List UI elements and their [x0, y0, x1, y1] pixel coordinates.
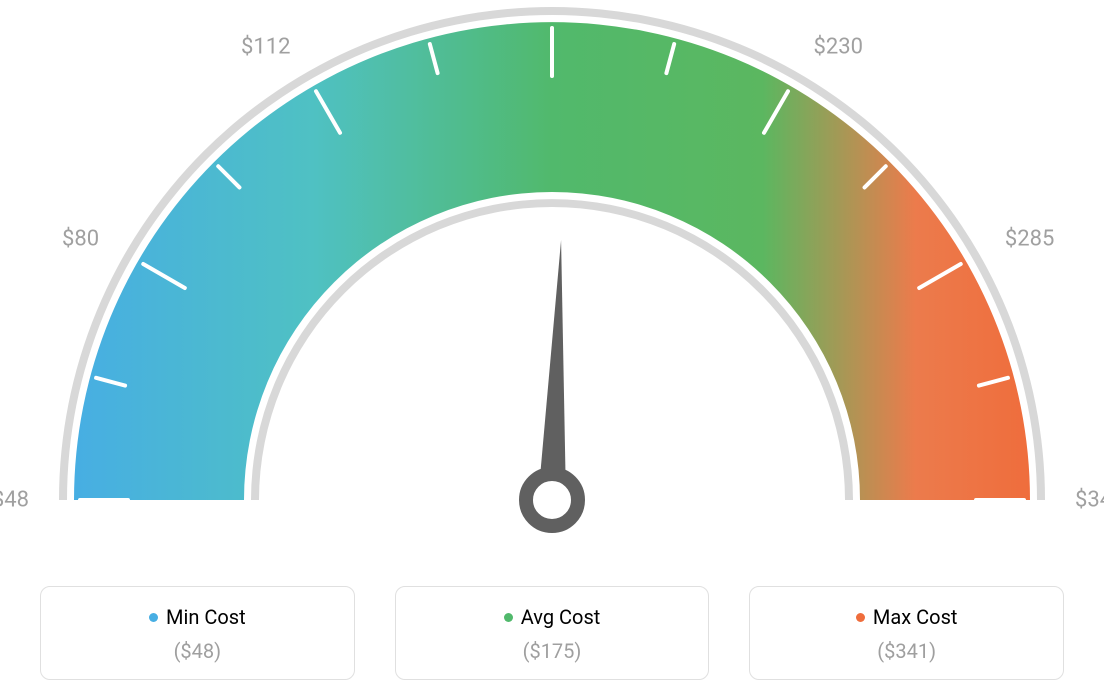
dot-icon	[504, 613, 513, 622]
gauge-tick-label: $80	[62, 226, 99, 251]
gauge-tick-label: $341	[1075, 488, 1104, 513]
legend-value-max: ($341)	[750, 639, 1063, 663]
legend-box-min: Min Cost ($48)	[40, 586, 355, 680]
legend-title-min: Min Cost	[149, 605, 246, 629]
gauge-tick-label: $48	[0, 488, 29, 513]
legend-box-max: Max Cost ($341)	[749, 586, 1064, 680]
legend-label: Max Cost	[873, 605, 958, 629]
dot-icon	[149, 613, 158, 622]
legend-box-avg: Avg Cost ($175)	[395, 586, 710, 680]
legend-label: Avg Cost	[521, 605, 601, 629]
legend-value-min: ($48)	[41, 639, 354, 663]
legend-value-avg: ($175)	[396, 639, 709, 663]
gauge-tick-label: $230	[814, 35, 863, 60]
legend-title-avg: Avg Cost	[504, 605, 601, 629]
cost-gauge: $48$80$112$175$230$285$341	[0, 0, 1104, 560]
legend-label: Min Cost	[166, 605, 246, 629]
gauge-svg	[0, 0, 1104, 560]
legend-title-max: Max Cost	[856, 605, 958, 629]
legend-row: Min Cost ($48) Avg Cost ($175) Max Cost …	[0, 586, 1104, 680]
dot-icon	[856, 613, 865, 622]
gauge-tick-label: $285	[1005, 226, 1054, 251]
gauge-tick-label: $112	[241, 35, 290, 60]
